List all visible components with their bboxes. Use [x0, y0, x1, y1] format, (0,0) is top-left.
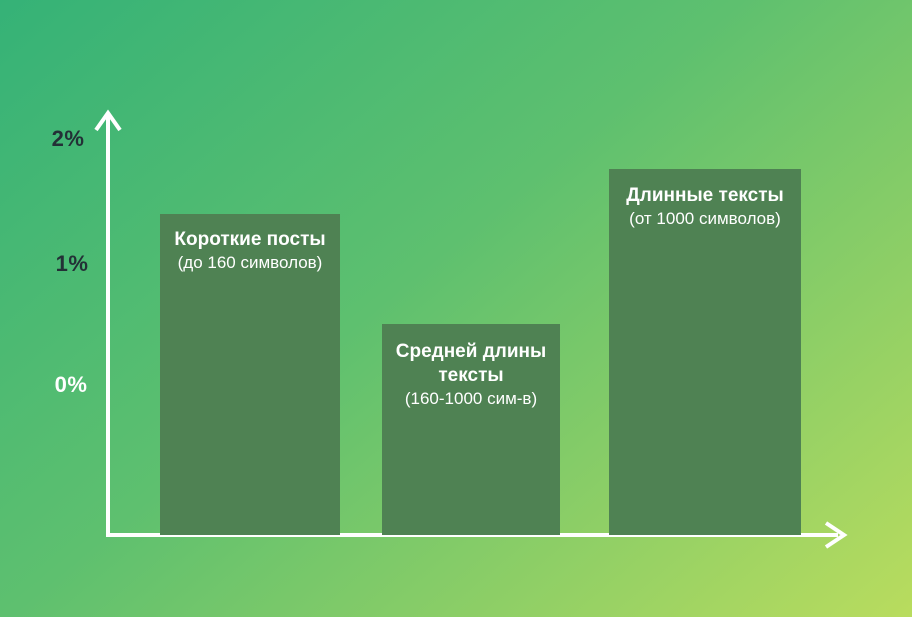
y-tick-2pct: 2%	[51, 126, 85, 151]
bar-title: Длинные тексты	[626, 185, 784, 206]
bar-subtitle: (от 1000 символов)	[629, 209, 781, 228]
bar-long-texts: Длинные тексты (от 1000 символов)	[609, 169, 801, 535]
bar-medium-texts: Средней длины тексты (160-1000 сим-в)	[382, 324, 560, 535]
axis-lines	[106, 116, 838, 537]
y-tick-0pct: 0%	[54, 372, 88, 397]
bar-subtitle: (160-1000 сим-в)	[404, 389, 538, 408]
bar-title: Короткие посты	[174, 229, 326, 250]
bar-title: Средней длины тексты	[395, 341, 547, 386]
y-axis-arrow-icon	[94, 109, 122, 132]
bar-subtitle: (до 160 символов)	[177, 253, 323, 272]
bar-short-posts: Короткие посты (до 160 символов)	[160, 214, 340, 535]
y-tick-1pct: 1%	[55, 251, 89, 276]
x-axis-arrow-icon	[824, 521, 848, 549]
